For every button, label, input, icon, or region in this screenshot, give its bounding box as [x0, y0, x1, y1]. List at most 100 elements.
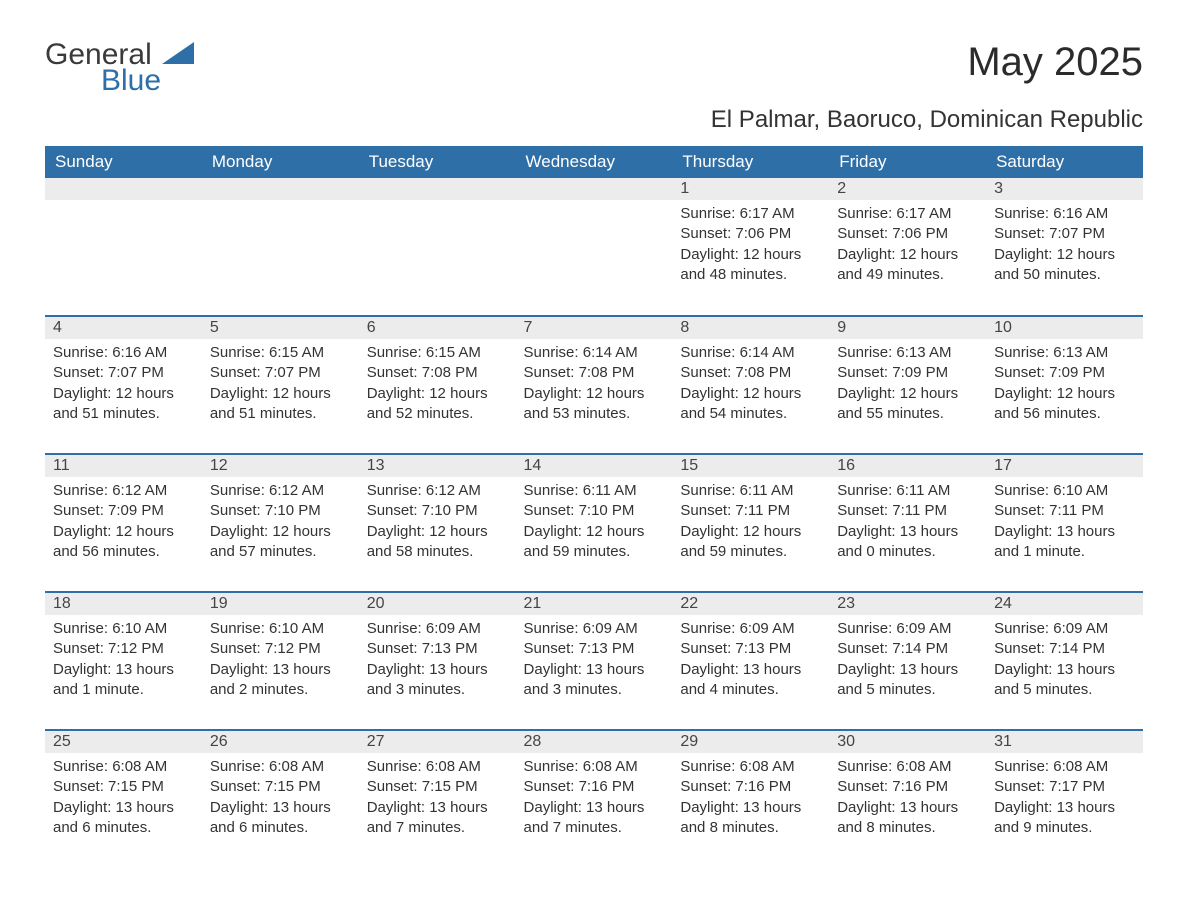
daylight-text: Daylight: 13 hours and 8 minutes. [837, 798, 978, 839]
sunrise-text: Sunrise: 6:11 AM [680, 481, 821, 501]
day-body: Sunrise: 6:15 AMSunset: 7:07 PMDaylight:… [202, 339, 359, 430]
logo: General Blue [45, 40, 194, 96]
sunset-text: Sunset: 7:12 PM [210, 639, 351, 659]
sunset-text: Sunset: 7:11 PM [680, 501, 821, 521]
daylight-text: Daylight: 13 hours and 7 minutes. [524, 798, 665, 839]
sunrise-text: Sunrise: 6:09 AM [837, 619, 978, 639]
sunrise-text: Sunrise: 6:11 AM [837, 481, 978, 501]
sunrise-text: Sunrise: 6:15 AM [367, 343, 508, 363]
day-cell: 25Sunrise: 6:08 AMSunset: 7:15 PMDayligh… [45, 730, 202, 868]
sunset-text: Sunset: 7:11 PM [994, 501, 1135, 521]
sunrise-text: Sunrise: 6:11 AM [524, 481, 665, 501]
sunset-text: Sunset: 7:08 PM [367, 363, 508, 383]
day-number [516, 178, 673, 200]
sunset-text: Sunset: 7:06 PM [837, 224, 978, 244]
daylight-text: Daylight: 12 hours and 49 minutes. [837, 245, 978, 286]
day-cell: 17Sunrise: 6:10 AMSunset: 7:11 PMDayligh… [986, 454, 1143, 592]
day-number: 7 [516, 317, 673, 339]
day-number: 27 [359, 731, 516, 753]
day-number: 11 [45, 455, 202, 477]
weekday-header: Friday [829, 146, 986, 178]
sunrise-text: Sunrise: 6:08 AM [680, 757, 821, 777]
sunrise-text: Sunrise: 6:17 AM [837, 204, 978, 224]
daylight-text: Daylight: 13 hours and 8 minutes. [680, 798, 821, 839]
day-cell: 5Sunrise: 6:15 AMSunset: 7:07 PMDaylight… [202, 316, 359, 454]
sunrise-text: Sunrise: 6:08 AM [367, 757, 508, 777]
day-cell: 4Sunrise: 6:16 AMSunset: 7:07 PMDaylight… [45, 316, 202, 454]
daylight-text: Daylight: 13 hours and 3 minutes. [367, 660, 508, 701]
sunrise-text: Sunrise: 6:14 AM [524, 343, 665, 363]
day-cell: 22Sunrise: 6:09 AMSunset: 7:13 PMDayligh… [672, 592, 829, 730]
weekday-header: Wednesday [516, 146, 673, 178]
day-number: 2 [829, 178, 986, 200]
logo-triangle-icon [162, 38, 194, 71]
day-body: Sunrise: 6:14 AMSunset: 7:08 PMDaylight:… [516, 339, 673, 430]
day-body: Sunrise: 6:08 AMSunset: 7:16 PMDaylight:… [516, 753, 673, 844]
day-body: Sunrise: 6:09 AMSunset: 7:13 PMDaylight:… [359, 615, 516, 706]
weekday-header: Monday [202, 146, 359, 178]
day-body: Sunrise: 6:12 AMSunset: 7:09 PMDaylight:… [45, 477, 202, 568]
day-number: 14 [516, 455, 673, 477]
sunrise-text: Sunrise: 6:08 AM [994, 757, 1135, 777]
daylight-text: Daylight: 13 hours and 3 minutes. [524, 660, 665, 701]
sunset-text: Sunset: 7:12 PM [53, 639, 194, 659]
daylight-text: Daylight: 12 hours and 53 minutes. [524, 384, 665, 425]
day-number: 19 [202, 593, 359, 615]
sunrise-text: Sunrise: 6:15 AM [210, 343, 351, 363]
weekday-header-row: Sunday Monday Tuesday Wednesday Thursday… [45, 146, 1143, 178]
day-number: 1 [672, 178, 829, 200]
day-body: Sunrise: 6:09 AMSunset: 7:14 PMDaylight:… [986, 615, 1143, 706]
sunset-text: Sunset: 7:14 PM [837, 639, 978, 659]
daylight-text: Daylight: 13 hours and 1 minute. [994, 522, 1135, 563]
day-number: 25 [45, 731, 202, 753]
sunset-text: Sunset: 7:07 PM [53, 363, 194, 383]
day-body: Sunrise: 6:13 AMSunset: 7:09 PMDaylight:… [829, 339, 986, 430]
sunset-text: Sunset: 7:09 PM [53, 501, 194, 521]
day-number: 12 [202, 455, 359, 477]
day-number: 13 [359, 455, 516, 477]
day-number: 31 [986, 731, 1143, 753]
sunset-text: Sunset: 7:16 PM [524, 777, 665, 797]
day-cell: 12Sunrise: 6:12 AMSunset: 7:10 PMDayligh… [202, 454, 359, 592]
week-row: 1Sunrise: 6:17 AMSunset: 7:06 PMDaylight… [45, 178, 1143, 316]
day-cell: 13Sunrise: 6:12 AMSunset: 7:10 PMDayligh… [359, 454, 516, 592]
day-body: Sunrise: 6:08 AMSunset: 7:16 PMDaylight:… [829, 753, 986, 844]
daylight-text: Daylight: 13 hours and 2 minutes. [210, 660, 351, 701]
location-subtitle: El Palmar, Baoruco, Dominican Republic [45, 106, 1143, 134]
day-body: Sunrise: 6:12 AMSunset: 7:10 PMDaylight:… [359, 477, 516, 568]
day-number: 24 [986, 593, 1143, 615]
daylight-text: Daylight: 12 hours and 50 minutes. [994, 245, 1135, 286]
weekday-header: Sunday [45, 146, 202, 178]
daylight-text: Daylight: 13 hours and 1 minute. [53, 660, 194, 701]
daylight-text: Daylight: 12 hours and 55 minutes. [837, 384, 978, 425]
day-number: 16 [829, 455, 986, 477]
day-number: 3 [986, 178, 1143, 200]
day-cell: 6Sunrise: 6:15 AMSunset: 7:08 PMDaylight… [359, 316, 516, 454]
sunset-text: Sunset: 7:08 PM [680, 363, 821, 383]
daylight-text: Daylight: 13 hours and 0 minutes. [837, 522, 978, 563]
day-number: 9 [829, 317, 986, 339]
day-number: 10 [986, 317, 1143, 339]
day-number: 20 [359, 593, 516, 615]
day-cell [359, 178, 516, 316]
sunrise-text: Sunrise: 6:12 AM [210, 481, 351, 501]
day-number: 30 [829, 731, 986, 753]
sunrise-text: Sunrise: 6:09 AM [680, 619, 821, 639]
day-body: Sunrise: 6:08 AMSunset: 7:15 PMDaylight:… [359, 753, 516, 844]
day-cell [45, 178, 202, 316]
day-body [202, 200, 359, 210]
sunset-text: Sunset: 7:13 PM [524, 639, 665, 659]
sunset-text: Sunset: 7:08 PM [524, 363, 665, 383]
day-cell: 9Sunrise: 6:13 AMSunset: 7:09 PMDaylight… [829, 316, 986, 454]
day-body: Sunrise: 6:11 AMSunset: 7:11 PMDaylight:… [829, 477, 986, 568]
day-cell: 16Sunrise: 6:11 AMSunset: 7:11 PMDayligh… [829, 454, 986, 592]
sunset-text: Sunset: 7:10 PM [367, 501, 508, 521]
weekday-header: Saturday [986, 146, 1143, 178]
sunset-text: Sunset: 7:10 PM [524, 501, 665, 521]
day-cell [516, 178, 673, 316]
sunrise-text: Sunrise: 6:12 AM [53, 481, 194, 501]
sunset-text: Sunset: 7:09 PM [837, 363, 978, 383]
day-cell: 30Sunrise: 6:08 AMSunset: 7:16 PMDayligh… [829, 730, 986, 868]
logo-text: General Blue [45, 40, 194, 96]
day-body: Sunrise: 6:09 AMSunset: 7:13 PMDaylight:… [672, 615, 829, 706]
